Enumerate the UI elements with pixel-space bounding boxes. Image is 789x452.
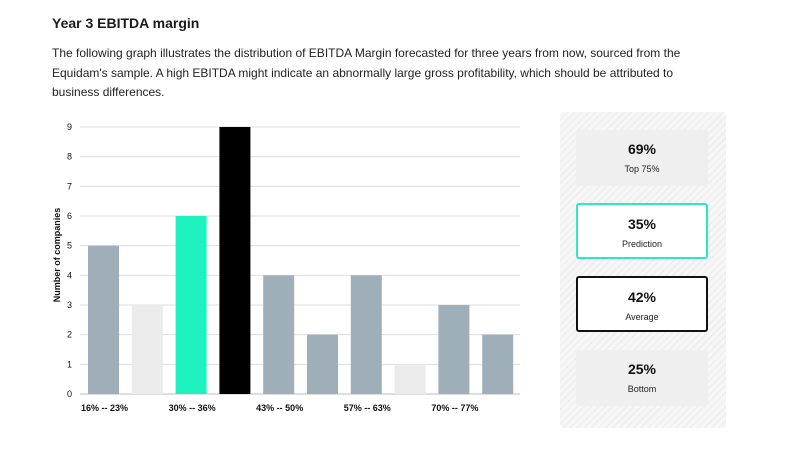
y-tick-label: 2: [67, 330, 72, 340]
bar: [263, 275, 295, 394]
y-tick-label: 8: [67, 152, 72, 162]
stat-average-label: Average: [625, 312, 659, 322]
x-tick-label: 30% -- 36%: [169, 403, 216, 413]
bars: [88, 127, 514, 394]
stat-prediction-value: 35%: [627, 216, 657, 232]
bar: [438, 305, 470, 394]
x-axis-ticks: 16% -- 23% 30% -- 36% 43% -- 50% 57% -- 63%…: [81, 403, 478, 413]
chart-description: The following graph illustrates the dist…: [52, 46, 681, 99]
y-axis-label: Number of companies: [52, 208, 62, 303]
bar: [394, 364, 426, 394]
page-title: Year 3 EBITDA margin: [52, 15, 200, 31]
y-tick-label: 6: [67, 211, 72, 221]
x-tick-label: 70% -- 77%: [431, 403, 478, 413]
y-tick-label: 7: [67, 181, 72, 191]
stat-top-value: 69%: [627, 141, 657, 157]
y-tick-label: 0: [67, 389, 72, 399]
stat-card-prediction: 35% Prediction: [576, 203, 708, 259]
y-tick-label: 1: [67, 359, 72, 369]
stat-bottom-label: Bottom: [627, 384, 657, 394]
ebitda-bar-chart: 0 1 2 3 4 5 6 7 8 9 16% -- 23% 30% -- 36% 43% -- 50…: [52, 122, 520, 413]
bar: [350, 275, 382, 394]
stats-panel: 69% Top 75% 35% Prediction 42% Average 2…: [560, 112, 726, 428]
stat-top-label: Top 75%: [624, 164, 660, 174]
y-tick-label: 9: [67, 122, 72, 132]
bar: [482, 334, 514, 394]
bar: [219, 127, 251, 394]
stat-average-value: 42%: [627, 289, 657, 305]
x-tick-label: 43% -- 50%: [256, 403, 303, 413]
stat-card-bottom: 25% Bottom: [576, 350, 708, 406]
x-tick-label: 57% -- 63%: [344, 403, 391, 413]
y-tick-label: 4: [67, 270, 72, 280]
bar: [131, 305, 163, 394]
stat-card-average: 42% Average: [576, 276, 708, 332]
stat-bottom-value: 25%: [627, 361, 657, 377]
y-tick-label: 5: [67, 241, 72, 251]
bar: [88, 245, 119, 394]
stat-prediction-label: Prediction: [621, 239, 663, 249]
bar: [307, 334, 338, 394]
bar: [175, 216, 207, 394]
y-axis-ticks: 0 1 2 3 4 5 6 7 8 9: [67, 122, 72, 399]
stat-card-top: 69% Top 75%: [576, 130, 708, 186]
y-tick-label: 3: [67, 300, 72, 310]
x-tick-label: 16% -- 23%: [81, 403, 128, 413]
